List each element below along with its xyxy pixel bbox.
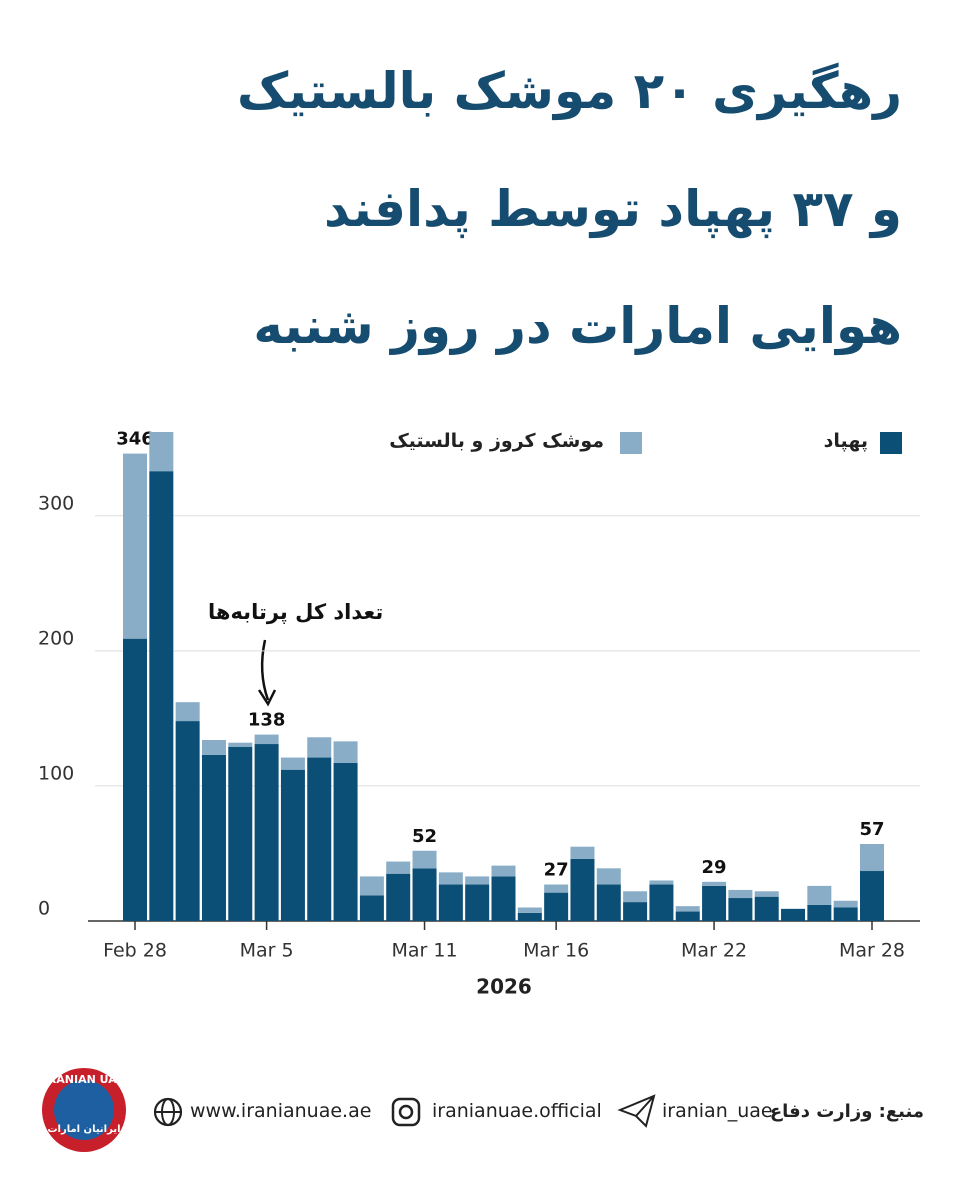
bar-segment	[833, 907, 858, 921]
logo	[54, 1080, 114, 1140]
x-tick-label: Mar 5	[240, 940, 294, 962]
arrow	[260, 639, 270, 701]
total-label: 27	[544, 860, 569, 881]
bar-segment	[465, 876, 490, 885]
bar-segment	[465, 884, 490, 921]
arrow-head	[257, 689, 277, 707]
y-tick-label: 300	[38, 492, 74, 514]
bar-segment	[333, 741, 358, 763]
logo-text: ایرانیان امارات	[47, 1124, 121, 1135]
source: منبع: وزارت دفاع	[769, 1101, 924, 1122]
bar-segment	[280, 757, 305, 770]
legend-label: موشک کروز و بالستیک	[389, 430, 604, 452]
bar-segment	[860, 871, 884, 921]
bar-segment	[123, 638, 147, 921]
bar-segment	[649, 880, 674, 885]
legend-swatch	[880, 432, 902, 454]
bar-segment	[412, 850, 437, 869]
bar-segment	[833, 900, 858, 908]
bar-segment	[175, 721, 200, 921]
x-tick-label: Mar 28	[839, 940, 905, 962]
x-axis-label: 2026	[476, 975, 532, 999]
x-tick-label: Mar 16	[523, 940, 589, 962]
instagram-icon	[398, 1104, 414, 1120]
bar-segment	[649, 884, 674, 921]
y-tick-label: 0	[38, 898, 50, 920]
telegram-icon	[617, 1094, 656, 1128]
bar-segment	[254, 744, 279, 921]
bar-segment	[675, 906, 700, 912]
bar-segment	[123, 453, 147, 639]
annotation: تعداد کل پرتابه‌ها	[208, 600, 384, 624]
total-label: 57	[859, 819, 884, 840]
x-tick-label: Mar 22	[681, 940, 747, 962]
bar-segment	[781, 908, 806, 921]
bar-segment	[333, 762, 358, 921]
bar-segment	[254, 734, 279, 745]
bar-segment	[570, 846, 595, 859]
bar-segment	[359, 895, 384, 921]
y-tick-label: 100	[38, 762, 74, 784]
bar-segment	[149, 432, 174, 472]
legend-swatch	[620, 432, 642, 454]
bar-segment	[201, 739, 226, 755]
legend-label: پهپاد	[823, 430, 868, 452]
bar-segment	[491, 876, 516, 921]
bar-segment	[754, 891, 779, 897]
title-line: رهگیری ۲۰ موشک بالستیک	[236, 62, 902, 120]
bar-segment	[544, 892, 569, 921]
bar-segment	[175, 702, 200, 722]
bar-segment	[228, 742, 253, 747]
bar-segment	[228, 746, 253, 921]
instagram: iranianuae.official	[432, 1100, 602, 1122]
total-label: 29	[702, 857, 727, 878]
total-label: 346	[116, 429, 154, 450]
bar-segment	[201, 754, 226, 921]
bar-segment	[807, 904, 832, 921]
bar-segment	[386, 861, 411, 874]
total-label: 52	[412, 826, 437, 847]
bar-segment	[702, 885, 727, 921]
bar-segment	[570, 858, 595, 921]
instagram-icon	[391, 1097, 421, 1127]
bar-segment	[307, 757, 332, 921]
bar-segment	[491, 865, 516, 877]
title-line: هوایی امارات در روز شنبه	[253, 297, 902, 355]
x-tick-label: Mar 11	[391, 940, 457, 962]
y-tick-label: 200	[38, 627, 74, 649]
bar-segment	[623, 891, 648, 903]
bar-segment	[307, 737, 332, 758]
bar-segment	[623, 902, 648, 921]
bar-segment	[386, 873, 411, 921]
logo-text: IRANIAN UAE	[44, 1073, 125, 1086]
bar-segment	[860, 844, 884, 872]
bar-segment	[544, 884, 569, 893]
bar-segment	[754, 896, 779, 921]
bar-segment	[412, 868, 437, 921]
bar-segment	[438, 872, 463, 885]
bar-segment	[149, 471, 174, 921]
total-label: 138	[248, 710, 286, 731]
bar-segment	[807, 885, 832, 905]
bar-segment	[728, 889, 753, 899]
bar-segment	[596, 884, 621, 921]
website: www.iranianuae.ae	[190, 1100, 372, 1122]
bar-segment	[675, 911, 700, 921]
bar-segment	[359, 876, 384, 896]
bar-segment	[517, 912, 542, 921]
bar-segment	[728, 898, 753, 921]
x-tick-label: Feb 28	[103, 940, 167, 962]
bar-segment	[702, 881, 727, 886]
bar-segment	[280, 769, 305, 921]
title-line: و ۳۷ پهپاد توسط پدافند	[323, 180, 902, 238]
bar-segment	[596, 868, 621, 885]
bar-segment	[438, 884, 463, 921]
telegram: iranian_uae	[662, 1100, 773, 1122]
bar-segment	[517, 907, 542, 913]
